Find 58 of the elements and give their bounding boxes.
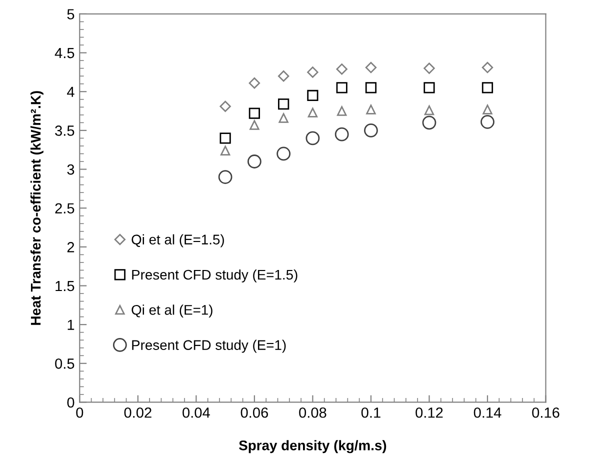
- x-tick-label: 0.14: [474, 407, 502, 418]
- point: [480, 114, 494, 129]
- y-axis-title: Heat Transfer co-efficient (kW/m².K): [30, 91, 44, 325]
- point: [424, 62, 435, 74]
- point: [220, 132, 231, 144]
- y-tick-label: 2: [67, 242, 74, 252]
- point: [218, 170, 232, 184]
- point: [306, 131, 320, 146]
- legend-label: Present CFD study (E=1.5): [132, 269, 298, 282]
- point: [336, 106, 347, 116]
- point: [247, 154, 262, 168]
- x-tick-label: 0.02: [124, 407, 152, 418]
- point: [424, 82, 435, 94]
- x-tick-label: 0.1: [361, 407, 380, 418]
- point: [424, 105, 434, 116]
- point: [250, 120, 260, 130]
- point: [366, 104, 376, 114]
- point: [482, 62, 494, 74]
- y-tick-label: 0: [67, 397, 74, 408]
- x-tick-label: 0.06: [240, 407, 268, 418]
- point: [307, 66, 318, 78]
- point: [220, 100, 231, 112]
- legend-label: Qi et al (E=1): [132, 304, 212, 318]
- point: [278, 98, 290, 110]
- point: [482, 104, 492, 114]
- x-tick-label: 0.16: [532, 407, 560, 418]
- point: [248, 77, 260, 89]
- y-tick-label: 3.5: [55, 126, 74, 136]
- point: [365, 82, 377, 94]
- y-tick-label: 1.5: [56, 280, 74, 292]
- y-tick-label: 0.5: [55, 358, 74, 369]
- point: [336, 63, 348, 75]
- y-tick-label: 3: [67, 164, 74, 175]
- legend-label: Present CFD study (E=1): [132, 340, 286, 353]
- point: [422, 116, 436, 130]
- point: [276, 146, 291, 161]
- point: [336, 82, 348, 94]
- point: [248, 108, 260, 119]
- point: [307, 90, 318, 102]
- y-tick-label: 5: [67, 9, 74, 20]
- point: [220, 146, 230, 156]
- x-tick-label: 0.08: [299, 407, 326, 418]
- y-tick-label: 2.5: [55, 203, 74, 214]
- x-axis-title: Spray density (kg/m.s): [239, 440, 386, 454]
- legend-label: Qi et al (E=1.5): [132, 234, 224, 248]
- point: [334, 127, 349, 142]
- point: [364, 123, 378, 138]
- point: [482, 82, 494, 94]
- y-tick-label: 1: [68, 320, 74, 330]
- x-tick-label: 0: [76, 407, 84, 418]
- point: [278, 70, 290, 82]
- x-tick-label: 0.12: [416, 407, 443, 418]
- y-tick-label: 4: [67, 86, 74, 97]
- point: [308, 108, 318, 118]
- y-tick-label: 4.5: [54, 48, 74, 58]
- point: [365, 62, 377, 74]
- x-tick-label: 0.04: [182, 407, 210, 418]
- point: [278, 113, 288, 123]
